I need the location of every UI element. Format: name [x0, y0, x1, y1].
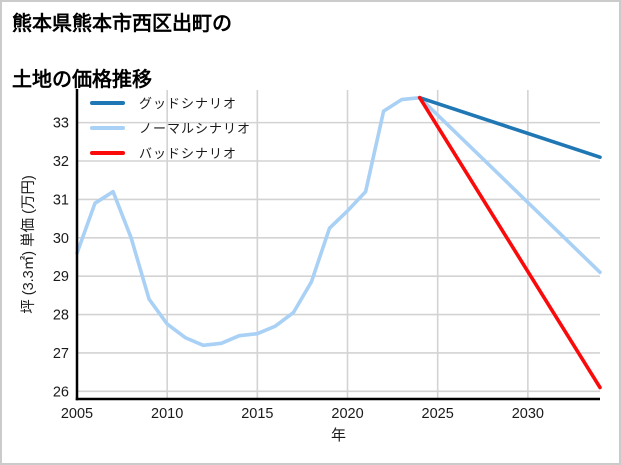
series-line-good-forecast — [417, 95, 602, 159]
legend-swatch-bad-scenario — [90, 150, 125, 155]
y-tick-label-27: 27 — [53, 346, 69, 362]
y-axis-label: 坪 (3.3㎡) 単価 (万円) — [20, 175, 37, 314]
y-tick-label-29: 29 — [53, 269, 69, 285]
x-tick-label-2015: 2015 — [241, 406, 273, 422]
legend-item-normal-scenario: ノーマルシナリオ — [90, 119, 251, 136]
x-tick-label-2010: 2010 — [151, 406, 183, 422]
y-tick-label-30: 30 — [53, 231, 69, 247]
chart-title-line1: 熊本県熊本市西区出町の — [12, 13, 232, 35]
legend-swatch-good-scenario — [90, 100, 125, 105]
y-tick-label-28: 28 — [53, 308, 69, 324]
legend-label-bad-scenario: バッドシナリオ — [139, 146, 238, 161]
chart-legend: グッドシナリオ ノーマルシナリオ バッドシナリオ — [90, 94, 251, 161]
legend-label-good-scenario: グッドシナリオ — [139, 96, 238, 111]
y-tick-label-26: 26 — [53, 384, 69, 400]
y-tick-label-32: 32 — [53, 154, 69, 170]
series-line-history-plus-normal-forecast — [75, 95, 602, 348]
x-tick-label-2030: 2030 — [512, 406, 544, 422]
x-tick-label-2020: 2020 — [331, 406, 363, 422]
legend-label-normal-scenario: ノーマルシナリオ — [139, 121, 252, 136]
chart-title: 熊本県熊本市西区出町の 土地の価格推移 — [12, 10, 232, 94]
x-axis-label: 年 — [331, 427, 346, 444]
y-tick-label-33: 33 — [53, 116, 69, 132]
x-tick-label-2025: 2025 — [422, 406, 454, 422]
legend-item-bad-scenario: バッドシナリオ — [90, 144, 251, 161]
legend-swatch-normal-scenario — [90, 125, 125, 130]
chart-title-line2: 土地の価格推移 — [12, 69, 152, 91]
legend-item-good-scenario: グッドシナリオ — [90, 94, 251, 111]
x-tick-label-2005: 2005 — [61, 406, 93, 422]
series-line-bad-forecast — [417, 95, 602, 390]
y-tick-label-31: 31 — [53, 192, 69, 208]
